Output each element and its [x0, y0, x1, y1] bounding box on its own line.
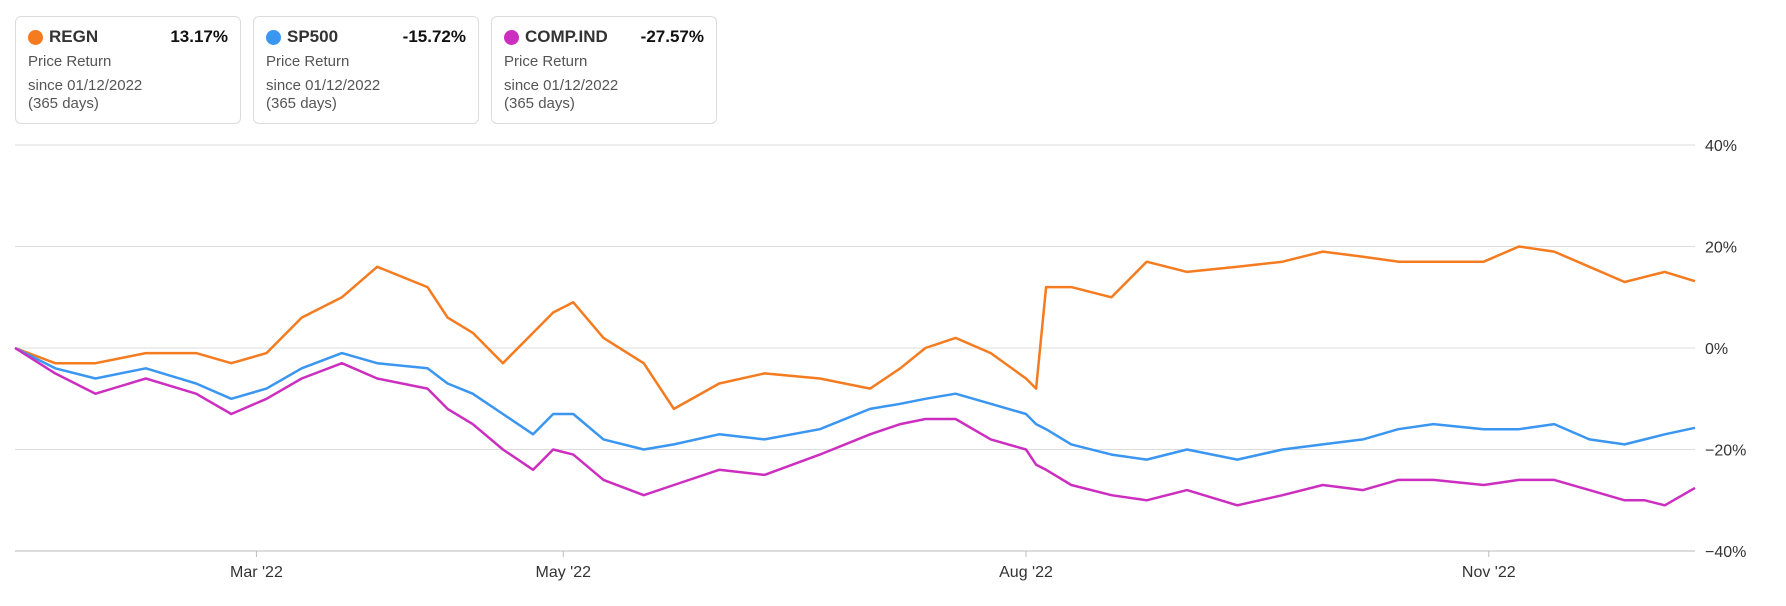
legend-value: 13.17% [170, 27, 228, 46]
series-line-comp-ind[interactable] [14, 346, 1696, 507]
y-tick-label: 20% [1705, 240, 1737, 257]
x-tick-label: May '22 [535, 564, 591, 581]
legend-days: (365 days) [266, 95, 337, 112]
legend-value: -15.72% [402, 27, 466, 46]
legend-subtitle: Price Return [266, 53, 350, 70]
legend-since: since 01/12/2022 [28, 77, 143, 94]
y-tick-label: 40% [1705, 138, 1737, 155]
legend-name: REGN [49, 27, 99, 46]
legend-card-sp500[interactable]: SP500 -15.72% Price Return since 01/12/2… [253, 16, 479, 124]
legend-subtitle: Price Return [28, 53, 112, 70]
y-tick-label: 0% [1705, 341, 1728, 358]
comp-ind-dot-icon [504, 29, 519, 45]
legend-since: since 01/12/2022 [266, 77, 381, 94]
legend-subtitle: Price Return [504, 53, 588, 70]
legend-card-regn[interactable]: REGN 13.17% Price Return since 01/12/202… [15, 16, 241, 124]
series-lines [14, 245, 1696, 507]
x-axis: Mar '22 May '22 Aug '22 Nov '22 [230, 564, 1516, 581]
legend-card-comp-ind[interactable]: COMP.IND -27.57% Price Return since 01/1… [491, 16, 717, 124]
legend-since: since 01/12/2022 [504, 77, 619, 94]
grid-lines [15, 144, 1695, 557]
x-tick-label: Mar '22 [230, 564, 283, 581]
series-line-sp500[interactable] [14, 346, 1696, 461]
x-tick-label: Nov '22 [1462, 564, 1516, 581]
regn-dot-icon [28, 29, 43, 45]
x-tick-label: Aug '22 [999, 564, 1053, 581]
legend-value: -27.57% [640, 27, 704, 46]
series-line-regn[interactable] [14, 245, 1696, 411]
y-axis: 40% 20% 0% −20% −40% [1705, 138, 1746, 561]
y-tick-label: −20% [1705, 443, 1746, 460]
y-tick-label: −40% [1705, 544, 1746, 561]
legend-days: (365 days) [504, 95, 575, 112]
legend-name: COMP.IND [525, 27, 608, 46]
legend: REGN 13.17% Price Return since 01/12/202… [15, 16, 717, 124]
sp500-dot-icon [266, 29, 281, 45]
legend-days: (365 days) [28, 95, 99, 112]
legend-name: SP500 [287, 27, 339, 46]
